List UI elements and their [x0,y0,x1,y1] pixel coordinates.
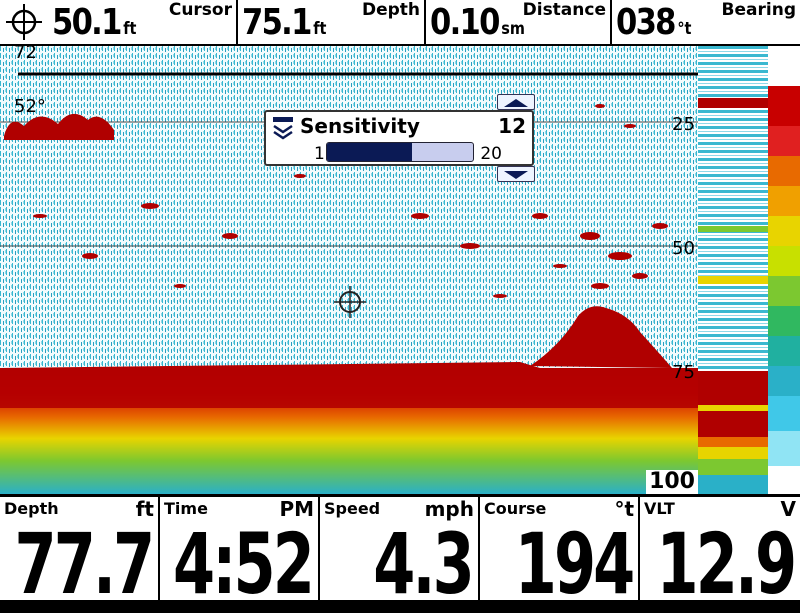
depth-scale-25: 25 [672,114,695,135]
cursor-depth-value: 50.1 ft [52,2,137,43]
course-box-value: 194 [514,515,634,613]
sensitivity-up-button[interactable] [497,94,535,110]
palette-pad [768,466,800,494]
sensitivity-max-label: 20 [480,144,502,164]
time-box-label: Time [164,499,208,518]
cursor-crosshair-icon[interactable] [334,286,366,318]
voltage-data-box: VLT V 12.9 [640,497,800,606]
sensitivity-slider-fill [327,143,412,161]
depth-data-box: Depth ft 77.7 [0,497,160,606]
distance-label: Distance [522,0,606,20]
time-box-unit: PM [279,497,314,521]
bearing-cell: 038 °t Bearing [612,0,800,44]
speed-box-label: Speed [324,499,381,518]
distance-value: 0.10 sm [430,2,525,43]
time-box-value: 4:52 [173,515,315,613]
speed-box-unit: mph [424,497,474,521]
sonar-ascope-sidebar [698,46,768,494]
color-palette-bar [768,46,800,466]
ascope-graphic [698,46,768,494]
cursor-label: Cursor [168,0,232,20]
voltage-box-unit: V [780,497,796,521]
course-data-box: Course °t 194 [480,497,640,606]
speed-box-value: 4.3 [373,515,474,613]
sensitivity-min-label: 1 [314,144,325,164]
sonar-history-graphic [0,46,698,494]
arrow-up-icon [504,99,528,107]
depth-box-value: 77.7 [14,515,155,613]
bearing-value: 038 °t [616,2,692,43]
sensitivity-title: Sensitivity [300,114,420,138]
cursor-depth-cell: 50.1 ft Cursor [0,0,238,44]
sensitivity-icon [273,117,293,140]
sensitivity-slider[interactable] [326,142,474,162]
depth-scale-50: 50 [672,238,695,259]
depth-label: Depth [361,0,420,20]
sensitivity-down-button[interactable] [497,166,535,182]
depth-cell: 75.1 ft Depth [238,0,426,44]
arrow-down-icon [504,171,528,179]
speed-data-box: Speed mph 4.3 [320,497,480,606]
depth-box-unit: ft [135,497,154,521]
depth-scale-75: 75 [672,362,695,383]
voltage-box-label: VLT [644,499,675,518]
water-temperature: 52° [14,96,46,117]
bottom-data-bar: Depth ft 77.7 Time PM 4:52 Speed mph 4.3… [0,494,800,606]
depth-value: 75.1 ft [242,2,327,43]
bearing-label: Bearing [721,0,796,20]
sensitivity-dialog[interactable]: Sensitivity 12 1 20 [264,110,534,166]
top-depth-label: 72 [14,46,37,63]
sensitivity-value: 12 [498,114,526,138]
depth-scale-100: 100 [646,470,698,494]
crosshair-icon [6,4,42,40]
top-status-bar: 50.1 ft Cursor 75.1 ft Depth 0.10 sm Distan… [0,0,800,46]
depth-box-label: Depth [4,499,59,518]
course-box-label: Course [484,499,547,518]
voltage-box-value: 12.9 [656,515,797,613]
time-data-box: Time PM 4:52 [160,497,320,606]
distance-cell: 0.10 sm Distance [426,0,612,44]
course-box-unit: °t [614,497,634,521]
